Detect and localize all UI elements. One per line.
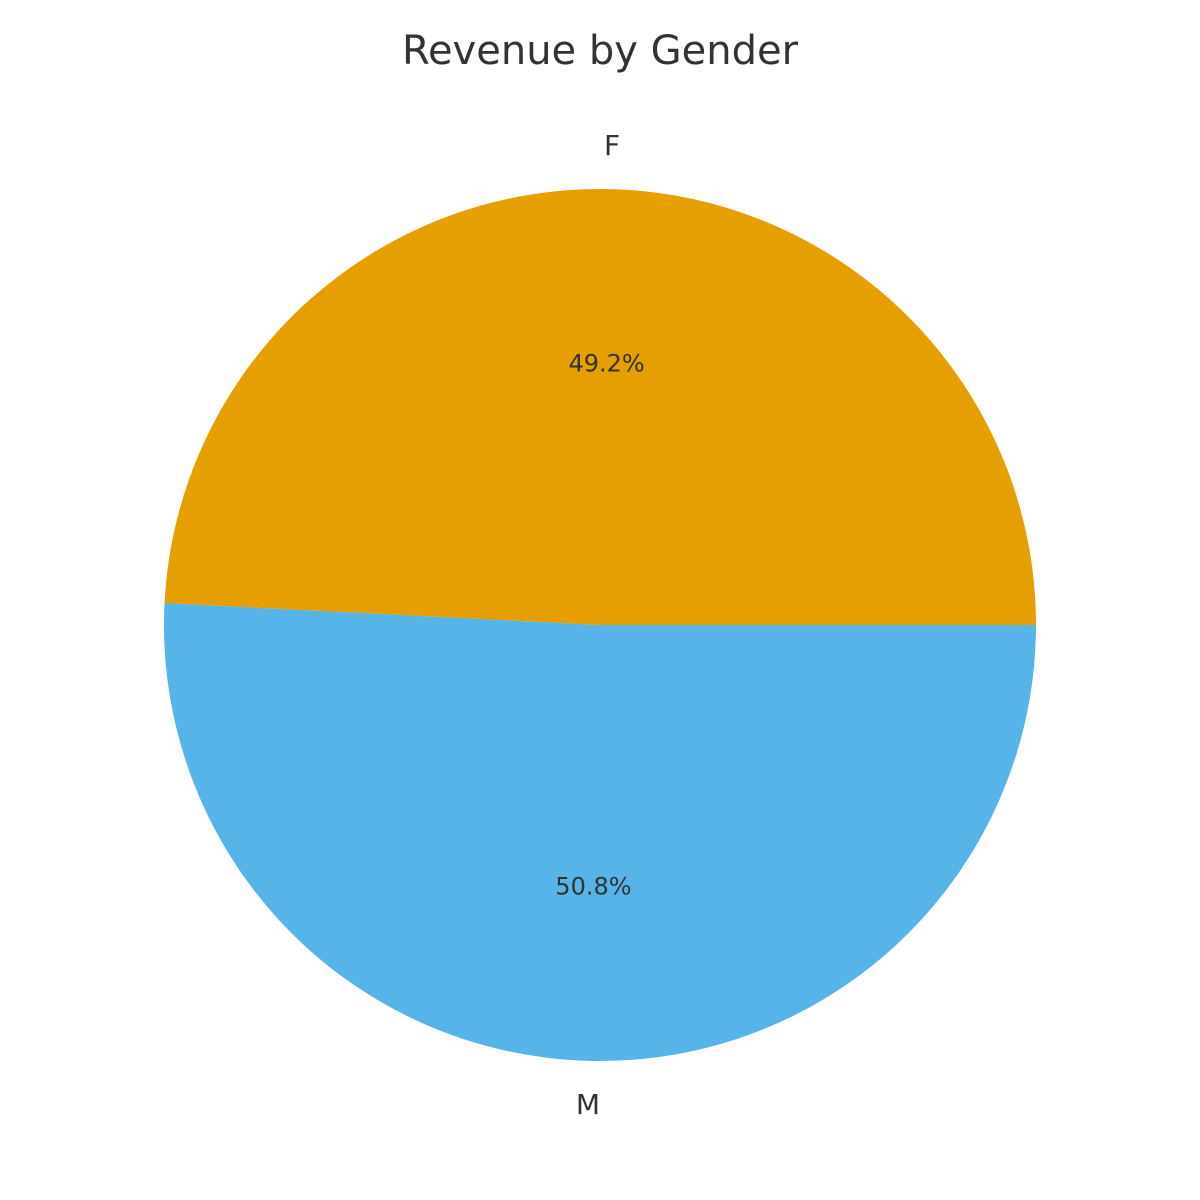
pie-slice-m: [163, 603, 1036, 1061]
slice-percent-f: 49.2%: [568, 349, 644, 377]
pie-slices: [163, 189, 1037, 1061]
pie-labels: F 49.2% M 50.8%: [555, 129, 644, 1121]
pie-slice-f: [164, 189, 1037, 625]
slice-percent-m: 50.8%: [555, 873, 631, 901]
slice-label-f: F: [604, 129, 620, 162]
slice-label-m: M: [576, 1088, 600, 1121]
chart-title: Revenue by Gender: [402, 28, 799, 74]
